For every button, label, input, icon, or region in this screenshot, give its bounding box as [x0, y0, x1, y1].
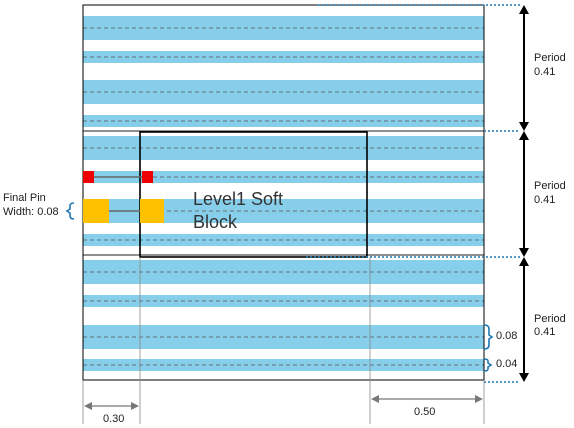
- period-arrow-head: [519, 131, 529, 140]
- soft-block-label-line2: Block: [193, 212, 238, 232]
- track-narrow: [83, 295, 484, 307]
- pin-width-label-line1: Final Pin: [3, 192, 46, 204]
- track-wide: [83, 136, 484, 160]
- soft-block-label-line1: Level1 Soft: [193, 189, 284, 209]
- brace-pin: [65, 202, 75, 220]
- track-narrow: [83, 115, 484, 127]
- region-outline: [82, 4, 485, 381]
- track-centerlines: [83, 27, 484, 366]
- pin-small-right: [142, 171, 153, 183]
- period-label-3: Period: [534, 313, 566, 325]
- pin-small-left: [83, 171, 94, 183]
- track-wide: [83, 260, 484, 284]
- period-label-2: Period: [534, 180, 566, 192]
- track-narrow: [83, 51, 484, 63]
- period-arrow-head: [519, 257, 529, 266]
- track-width-narrow: 0.04: [496, 358, 518, 370]
- period-label-1: Period: [534, 52, 566, 64]
- period-value-2: 0.41: [534, 194, 556, 206]
- extension-lines: [306, 4, 520, 383]
- period-arrow-head: [519, 248, 529, 257]
- width-braces: [65, 202, 494, 372]
- offset-arrow-head: [131, 402, 139, 410]
- period-value-3: 0.41: [534, 326, 556, 338]
- brace-wide: [483, 324, 494, 350]
- offset-arrows: [84, 395, 483, 410]
- track-narrow: [83, 359, 484, 371]
- track-wide: [83, 16, 484, 40]
- offset-arrow-head: [84, 402, 92, 410]
- soft-block-outline: [139, 131, 368, 258]
- offset-guides: [82, 257, 485, 424]
- pins: [83, 171, 164, 223]
- period-arrows: [519, 5, 529, 382]
- brace-narrow: [483, 358, 493, 372]
- offset-right-label: 0.50: [414, 406, 436, 418]
- period-arrow-head: [519, 373, 529, 382]
- period-arrow-head: [519, 122, 529, 131]
- period-value-1: 0.41: [534, 66, 556, 78]
- track-wide: [83, 80, 484, 104]
- offset-left-label: 0.30: [103, 413, 125, 425]
- track-narrow: [83, 171, 484, 183]
- track-width-wide: 0.08: [496, 330, 518, 342]
- offset-arrow-head: [371, 395, 379, 403]
- track-narrow: [83, 234, 484, 246]
- pin-large-left: [83, 199, 109, 223]
- period-arrow-head: [519, 5, 529, 14]
- pin-large-right: [140, 199, 164, 223]
- offset-arrow-head: [475, 395, 483, 403]
- pin-width-label-line2: Width: 0.08: [3, 206, 59, 218]
- routing-tracks: [83, 16, 484, 371]
- track-wide: [83, 325, 484, 349]
- period-dividers: [83, 130, 484, 256]
